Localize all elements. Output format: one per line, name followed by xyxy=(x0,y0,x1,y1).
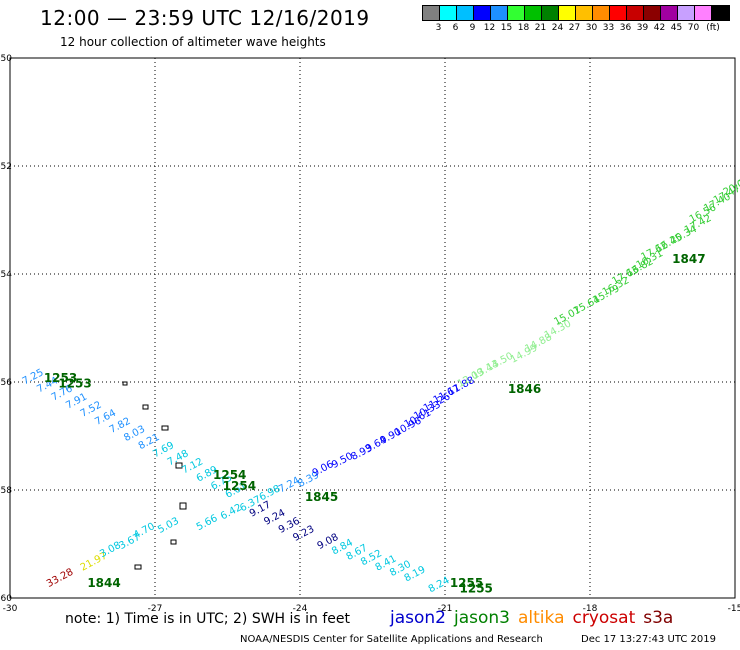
credit-text: NOAA/NESDIS Center for Satellite Applica… xyxy=(240,634,543,645)
x-tick-label: -27 xyxy=(148,604,163,614)
legend-label: 39 xyxy=(636,23,649,33)
legend-label: 70 xyxy=(687,23,700,33)
swh-label: 33.28 xyxy=(45,567,75,590)
y-tick-label: -56 xyxy=(0,378,12,388)
time-label: 1846 xyxy=(508,382,541,396)
legend-swatch xyxy=(678,6,695,20)
swh-label: 4.70 xyxy=(132,521,157,541)
swh-label: 16.34 xyxy=(736,167,740,190)
satellite-jason3: jason3 xyxy=(454,608,510,628)
island-outline xyxy=(134,564,142,570)
x-tick-label: -18 xyxy=(583,604,598,614)
island-outline xyxy=(142,404,149,410)
island-outline xyxy=(179,502,187,510)
time-label: 1845 xyxy=(305,490,338,504)
legend-label: 18 xyxy=(517,23,530,33)
satellite-s3a: s3a xyxy=(643,608,674,628)
land-layer xyxy=(122,381,187,570)
legend-label: 6 xyxy=(452,23,459,33)
satellite-altika: altika xyxy=(518,608,565,628)
time-label: 1253 xyxy=(44,371,77,385)
legend-label: 33 xyxy=(602,23,615,33)
legend-label: 9 xyxy=(469,23,476,33)
legend-color-bar xyxy=(422,5,730,21)
map-frame xyxy=(9,57,736,599)
island-outline xyxy=(161,425,169,431)
legend-swatch xyxy=(695,6,712,20)
satellite-cryosat: cryosat xyxy=(572,608,636,628)
legend-label: 24 xyxy=(551,23,564,33)
legend-swatch xyxy=(525,6,542,20)
legend-swatch xyxy=(440,6,457,20)
legend-swatch xyxy=(508,6,525,20)
time-label: 1255 xyxy=(460,582,493,596)
legend-swatch xyxy=(423,6,440,20)
legend-label: 15 xyxy=(500,23,513,33)
satellite-list: jason2 jason3 altika cryosat s3a xyxy=(390,608,681,628)
time-label: 1255 xyxy=(450,576,483,590)
legend-label: 21 xyxy=(534,23,547,33)
legend-swatch xyxy=(627,6,644,20)
y-tick-label: -52 xyxy=(0,162,12,172)
x-tick-label: -21 xyxy=(438,604,453,614)
legend-swatch xyxy=(542,6,559,20)
legend-labels: 3 6 9 12 15 18 21 24 27 30 33 36 39 42 45 70 (ft) xyxy=(422,23,730,33)
x-tick-label: -30 xyxy=(3,604,18,614)
y-tick-label: -60 xyxy=(0,594,12,604)
legend-swatch xyxy=(576,6,593,20)
legend-swatch xyxy=(610,6,627,20)
time-label: 1254 xyxy=(223,479,256,493)
legend-unit: (ft) xyxy=(706,23,720,33)
island-outline xyxy=(170,539,177,545)
color-legend: 3 6 9 12 15 18 21 24 27 30 33 36 39 42 45 70 (ft) xyxy=(422,5,730,33)
time-label: 1844 xyxy=(87,576,120,590)
island-outline xyxy=(122,381,128,386)
swh-label: 5.66 xyxy=(195,513,220,533)
island-outline xyxy=(175,462,183,469)
legend-swatch xyxy=(457,6,474,20)
swh-label: 8.24 xyxy=(427,575,452,595)
legend-label: 36 xyxy=(619,23,632,33)
legend-label: 27 xyxy=(568,23,581,33)
timestamp: Dec 17 13:27:43 UTC 2019 xyxy=(581,634,716,645)
legend-label: 42 xyxy=(653,23,666,33)
legend-label: 30 xyxy=(585,23,598,33)
time-label: 1253 xyxy=(58,376,91,390)
x-tick-label: -24 xyxy=(293,604,308,614)
map-title: 12:00 — 23:59 UTC 12/16/2019 xyxy=(40,6,370,30)
x-tick-label: -15 xyxy=(728,604,740,614)
footnote: note: 1) Time is in UTC; 2) SWH is in fe… xyxy=(65,611,351,627)
grid-layer: -30 -27 -24 -21 -18 -15 -50 -52 -54 -56 -58 -60 xyxy=(0,54,740,614)
time-label: 1847 xyxy=(672,252,705,266)
legend-swatch xyxy=(559,6,576,20)
legend-label: 45 xyxy=(670,23,683,33)
legend-swatch xyxy=(491,6,508,20)
time-label: 1254 xyxy=(213,468,246,482)
swh-label: 5.03 xyxy=(156,516,181,536)
legend-swatch xyxy=(474,6,491,20)
legend-swatch xyxy=(644,6,661,20)
legend-swatch xyxy=(712,6,729,20)
map-subtitle: 12 hour collection of altimeter wave hei… xyxy=(60,35,326,49)
y-tick-label: -54 xyxy=(0,270,12,280)
y-tick-label: -50 xyxy=(0,54,12,64)
satellite-jason2: jason2 xyxy=(390,608,446,628)
legend-swatch xyxy=(593,6,610,20)
legend-label: 3 xyxy=(435,23,442,33)
legend-label: 12 xyxy=(483,23,496,33)
y-tick-label: -58 xyxy=(0,486,12,496)
legend-swatch xyxy=(661,6,678,20)
